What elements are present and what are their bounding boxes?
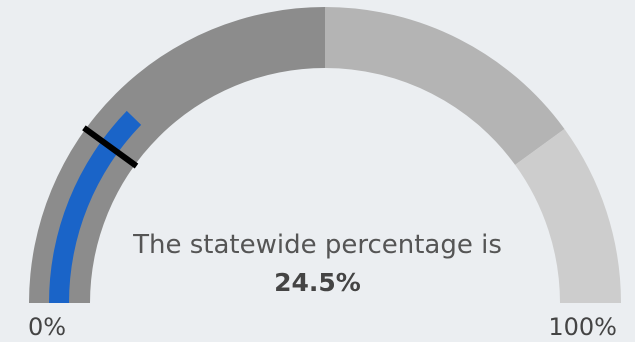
gauge-caption: The statewide percentage is — [133, 230, 502, 260]
gauge-max-label: 100% — [548, 313, 617, 341]
gauge-value-bar — [49, 110, 142, 303]
gauge-band-3 — [515, 129, 621, 303]
gauge-value-label: 24.5% — [274, 268, 361, 297]
gauge-band-2 — [325, 7, 565, 165]
gauge-marker — [82, 125, 139, 169]
gauge-min-label: 0% — [28, 313, 67, 341]
